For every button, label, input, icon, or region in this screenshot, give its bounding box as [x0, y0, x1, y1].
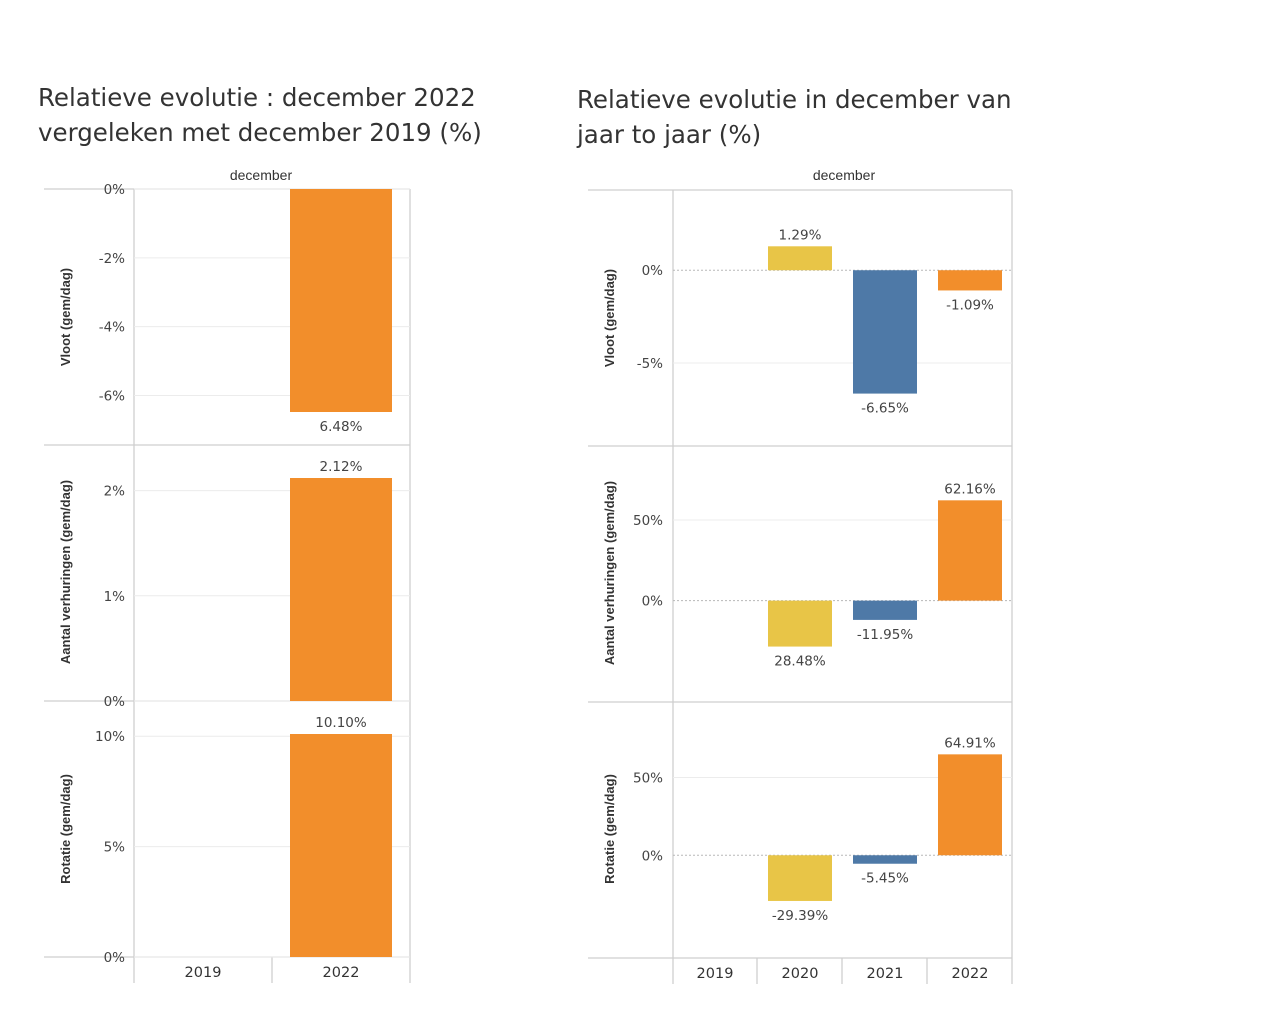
right-p2-data-label-2020: 28.48% — [774, 654, 826, 670]
right-p2-bar-2021 — [853, 600, 917, 620]
right-p3-tick-0: 0% — [642, 848, 664, 864]
right-ylabel-verhuringen: Aantal verhuringen (gem/dag) — [602, 481, 617, 665]
left-p1-bar-2022 — [290, 189, 392, 412]
right-x-label-2019: 2019 — [697, 966, 734, 982]
left-p2-tick-1: 1% — [104, 589, 126, 605]
right-p3-data-label-2022: 64.91% — [944, 735, 996, 751]
right-x-label-2022: 2022 — [952, 966, 989, 982]
left-p3-tick-2: 10% — [95, 729, 125, 745]
left-p3-bar-2022 — [290, 734, 392, 957]
right-p2-bar-2022 — [938, 500, 1002, 601]
left-chart-column-header: december — [230, 167, 293, 183]
left-p1-data-label-2022: 6.48% — [320, 419, 363, 435]
right-p2-data-label-2022: 62.16% — [944, 481, 996, 497]
right-p3-data-label-2021: -5.45% — [861, 871, 909, 887]
left-chart-title-line-1: Relatieve evolutie : december 2022 — [38, 83, 476, 112]
right-chart-title-line-1: Relatieve evolutie in december van — [577, 85, 1012, 114]
left-bars — [290, 189, 392, 957]
right-chart-column-header: december — [813, 167, 876, 183]
right-p1-bar-2020 — [768, 246, 832, 271]
left-p1-tick-1: -2% — [99, 251, 125, 267]
left-p3-tick-1: 5% — [104, 840, 126, 856]
right-gridlines — [673, 269, 1012, 856]
left-x-label-2022: 2022 — [323, 965, 360, 981]
right-chart-title-line-2: jaar to jaar (%) — [576, 120, 761, 149]
right-p2-bar-2020 — [768, 600, 832, 647]
left-p2-tick-2: 2% — [104, 484, 126, 500]
right-p3-bar-2020 — [768, 855, 832, 901]
right-p1-data-label-2020: 1.29% — [779, 227, 822, 243]
left-ylabel-rotatie: Rotatie (gem/dag) — [58, 774, 73, 884]
left-chart-title-line-2: vergeleken met december 2019 (%) — [38, 118, 482, 147]
left-p3-tick-0: 0% — [104, 950, 126, 966]
left-x-label-2019: 2019 — [185, 965, 222, 981]
right-x-label-2021: 2021 — [867, 966, 904, 982]
left-p2-data-label-2022: 2.12% — [320, 459, 363, 475]
left-p1-tick-3: -6% — [99, 388, 125, 404]
right-p1-data-label-2021: -6.65% — [861, 401, 909, 417]
right-p3-bar-2021 — [853, 855, 917, 864]
left-chart: Relatieve evolutie : december 2022 verge… — [38, 83, 482, 983]
right-p2-data-label-2021: -11.95% — [857, 627, 914, 643]
left-ylabel-vloot: Vloot (gem/dag) — [58, 268, 73, 366]
right-p1-bar-2021 — [853, 270, 917, 394]
right-p3-bar-2022 — [938, 754, 1002, 856]
right-p1-tick-1: -5% — [637, 356, 663, 372]
left-p3-data-label-2022: 10.10% — [315, 715, 367, 731]
right-p1-tick-0: 0% — [642, 263, 664, 279]
right-p1-data-label-2022: -1.09% — [946, 297, 994, 313]
right-x-label-2020: 2020 — [782, 966, 819, 982]
right-bars — [768, 246, 1002, 901]
left-p2-tick-0: 0% — [104, 694, 126, 710]
left-ylabel-verhuringen: Aantal verhuringen (gem/dag) — [58, 480, 73, 664]
right-p2-tick-0: 0% — [642, 594, 664, 610]
right-p2-tick-1: 50% — [633, 513, 663, 529]
left-p1-tick-0: 0% — [104, 182, 126, 198]
right-p3-tick-1: 50% — [633, 771, 663, 787]
right-chart: Relatieve evolutie in december van jaar … — [576, 85, 1013, 984]
right-p3-data-label-2020: -29.39% — [772, 908, 829, 924]
right-p1-bar-2022 — [938, 270, 1002, 291]
left-p2-bar-2022 — [290, 478, 392, 701]
right-ylabel-rotatie: Rotatie (gem/dag) — [602, 774, 617, 884]
left-p1-tick-2: -4% — [99, 320, 125, 336]
right-ylabel-vloot: Vloot (gem/dag) — [602, 269, 617, 367]
